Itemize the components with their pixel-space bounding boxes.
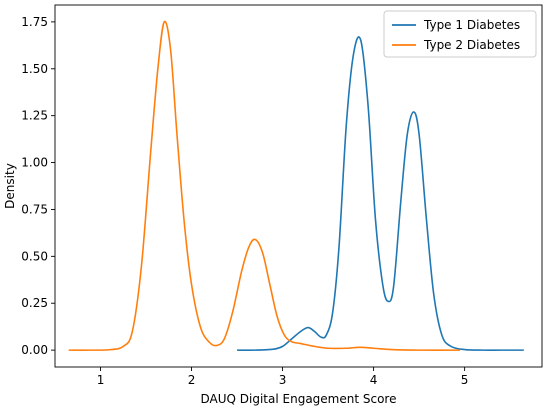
x-tick-label: 3 bbox=[279, 373, 287, 387]
axes: 1 2 3 4 5 0.00 0.25 0.50 0.75 1.00 1.25 1.50 1.75 bbox=[21, 4, 543, 387]
y-tick-label: 0.25 bbox=[21, 296, 48, 310]
plot-area bbox=[68, 20, 524, 351]
y-tick-label: 1.00 bbox=[21, 156, 48, 170]
y-tick-label: 0.50 bbox=[21, 249, 48, 263]
y-tick-label: 1.75 bbox=[21, 15, 48, 29]
y-tick-label: 0.75 bbox=[21, 202, 48, 216]
y-tick-label: 1.25 bbox=[21, 109, 48, 123]
legend-box bbox=[383, 10, 537, 58]
x-tick-label: 1 bbox=[97, 373, 105, 387]
plot-frame bbox=[54, 4, 543, 368]
x-tick-label: 2 bbox=[188, 373, 196, 387]
series-line-type-1-diabetes bbox=[237, 36, 524, 351]
legend-label-type-1-diabetes: Type 1 Diabetes bbox=[423, 18, 520, 32]
legend-label-type-2-diabetes: Type 2 Diabetes bbox=[423, 38, 520, 52]
x-tick-label: 4 bbox=[370, 373, 378, 387]
y-tick-label: 1.50 bbox=[21, 62, 48, 76]
y-axis-label: Density bbox=[3, 163, 17, 209]
x-axis-label: DAUQ Digital Engagement Score bbox=[201, 392, 397, 406]
y-tick-label: 0.00 bbox=[21, 343, 48, 357]
x-tick-label: 5 bbox=[461, 373, 469, 387]
series-line-type-2-diabetes bbox=[68, 20, 461, 351]
legend: Type 1 Diabetes Type 2 Diabetes bbox=[383, 10, 537, 58]
